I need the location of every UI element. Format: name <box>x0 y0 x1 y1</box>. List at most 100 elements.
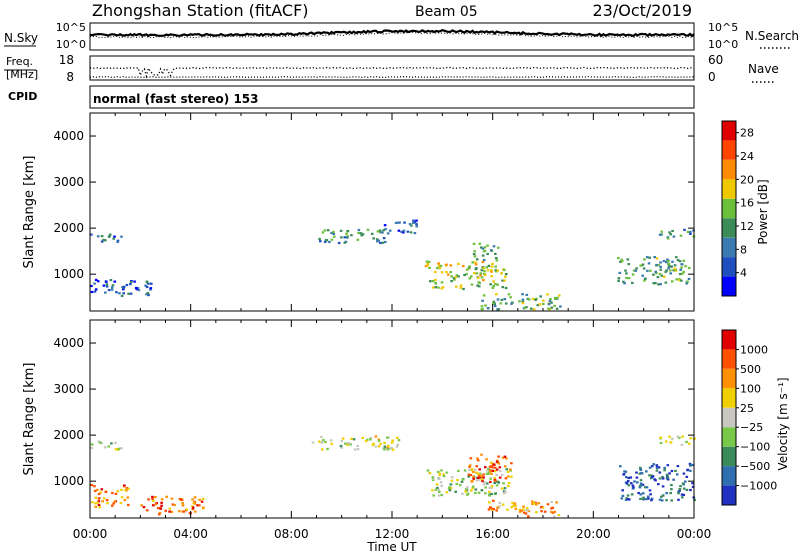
data-cell <box>170 510 174 513</box>
data-cell <box>498 505 501 508</box>
data-cell <box>689 488 692 492</box>
data-cell <box>681 482 685 485</box>
data-cell <box>658 477 662 480</box>
data-cell <box>503 298 507 301</box>
data-cell <box>322 438 325 442</box>
data-cell <box>133 280 136 283</box>
data-cell <box>680 443 684 446</box>
data-cell <box>468 277 472 280</box>
data-cell <box>480 246 483 249</box>
data-cell <box>93 489 97 492</box>
data-cell <box>632 269 636 272</box>
data-cell <box>356 448 360 451</box>
data-cell <box>689 469 692 472</box>
data-cell <box>659 436 662 439</box>
data-cell <box>655 272 658 275</box>
data-cell <box>492 508 495 511</box>
data-cell <box>549 297 552 301</box>
data-cell <box>628 498 631 501</box>
data-cell <box>337 241 341 245</box>
data-cell <box>465 273 468 276</box>
data-cell <box>482 279 485 282</box>
data-cell <box>112 502 115 505</box>
data-cell <box>369 437 372 440</box>
data-cell <box>661 494 665 497</box>
data-cell <box>635 476 639 479</box>
data-cell <box>654 270 657 273</box>
data-cell <box>486 307 490 310</box>
data-cell <box>116 240 119 243</box>
data-cell <box>492 499 495 502</box>
colorbar-tick-label: −100 <box>740 441 770 454</box>
nsearch-label: N.Search <box>745 29 799 43</box>
beam-label: Beam 05 <box>415 4 478 20</box>
data-cell <box>494 252 497 255</box>
colorbar-swatch <box>722 466 736 486</box>
data-cell <box>413 220 417 224</box>
data-cell <box>668 231 671 234</box>
data-cell <box>660 495 663 498</box>
date-label: 23/Oct/2019 <box>592 1 692 20</box>
nsky-line <box>89 29 695 38</box>
data-cell <box>361 436 364 440</box>
data-cell <box>145 285 149 289</box>
data-cell <box>620 258 623 261</box>
data-cell <box>424 264 428 268</box>
data-cell <box>525 509 528 512</box>
data-cell <box>412 219 415 222</box>
data-cell <box>686 230 690 233</box>
data-cell <box>97 497 101 500</box>
data-cell <box>513 502 517 505</box>
data-cell <box>440 484 443 487</box>
colorbar-swatch <box>722 349 736 369</box>
data-cell <box>669 492 672 495</box>
data-cell <box>495 468 499 471</box>
data-cell <box>647 262 651 265</box>
data-cell <box>476 459 480 462</box>
data-cell <box>403 221 406 224</box>
data-cell <box>471 487 474 490</box>
data-cell <box>90 284 93 288</box>
data-cell <box>445 263 448 266</box>
data-cell <box>180 498 184 501</box>
data-cell <box>496 269 499 272</box>
data-cell <box>662 275 666 278</box>
data-cell <box>625 276 628 280</box>
nsearch-tick-low: 10^0 <box>708 38 738 51</box>
data-cell <box>691 482 694 485</box>
data-cell <box>431 280 435 283</box>
data-cell <box>374 435 378 438</box>
data-cell <box>481 299 484 302</box>
data-cell <box>551 511 555 514</box>
data-cell <box>473 272 476 275</box>
data-cell <box>650 497 654 500</box>
data-cell <box>681 496 684 499</box>
data-cell <box>661 485 665 488</box>
data-cell <box>521 298 525 301</box>
data-cell <box>652 273 655 276</box>
data-cell <box>481 260 485 264</box>
data-cell <box>666 258 669 261</box>
data-cell <box>653 256 656 259</box>
colorbar-swatch <box>722 140 736 160</box>
data-cell <box>631 484 635 487</box>
data-cell <box>498 466 502 469</box>
data-cell <box>198 498 201 501</box>
data-cell <box>487 471 491 474</box>
data-cell <box>201 497 205 500</box>
data-cell <box>672 478 675 481</box>
colorbar-tick-label: 20 <box>740 173 754 186</box>
data-cell <box>465 488 468 491</box>
data-cell <box>640 484 643 487</box>
data-cell <box>193 502 197 505</box>
data-cell <box>324 441 327 444</box>
data-cell <box>553 510 557 513</box>
data-cell <box>503 487 507 490</box>
data-cell <box>531 297 535 300</box>
data-cell <box>490 269 493 272</box>
data-cell <box>506 508 509 511</box>
data-cell <box>540 510 543 513</box>
data-cell <box>502 268 506 272</box>
data-cell <box>447 487 451 490</box>
data-cell <box>459 284 463 287</box>
